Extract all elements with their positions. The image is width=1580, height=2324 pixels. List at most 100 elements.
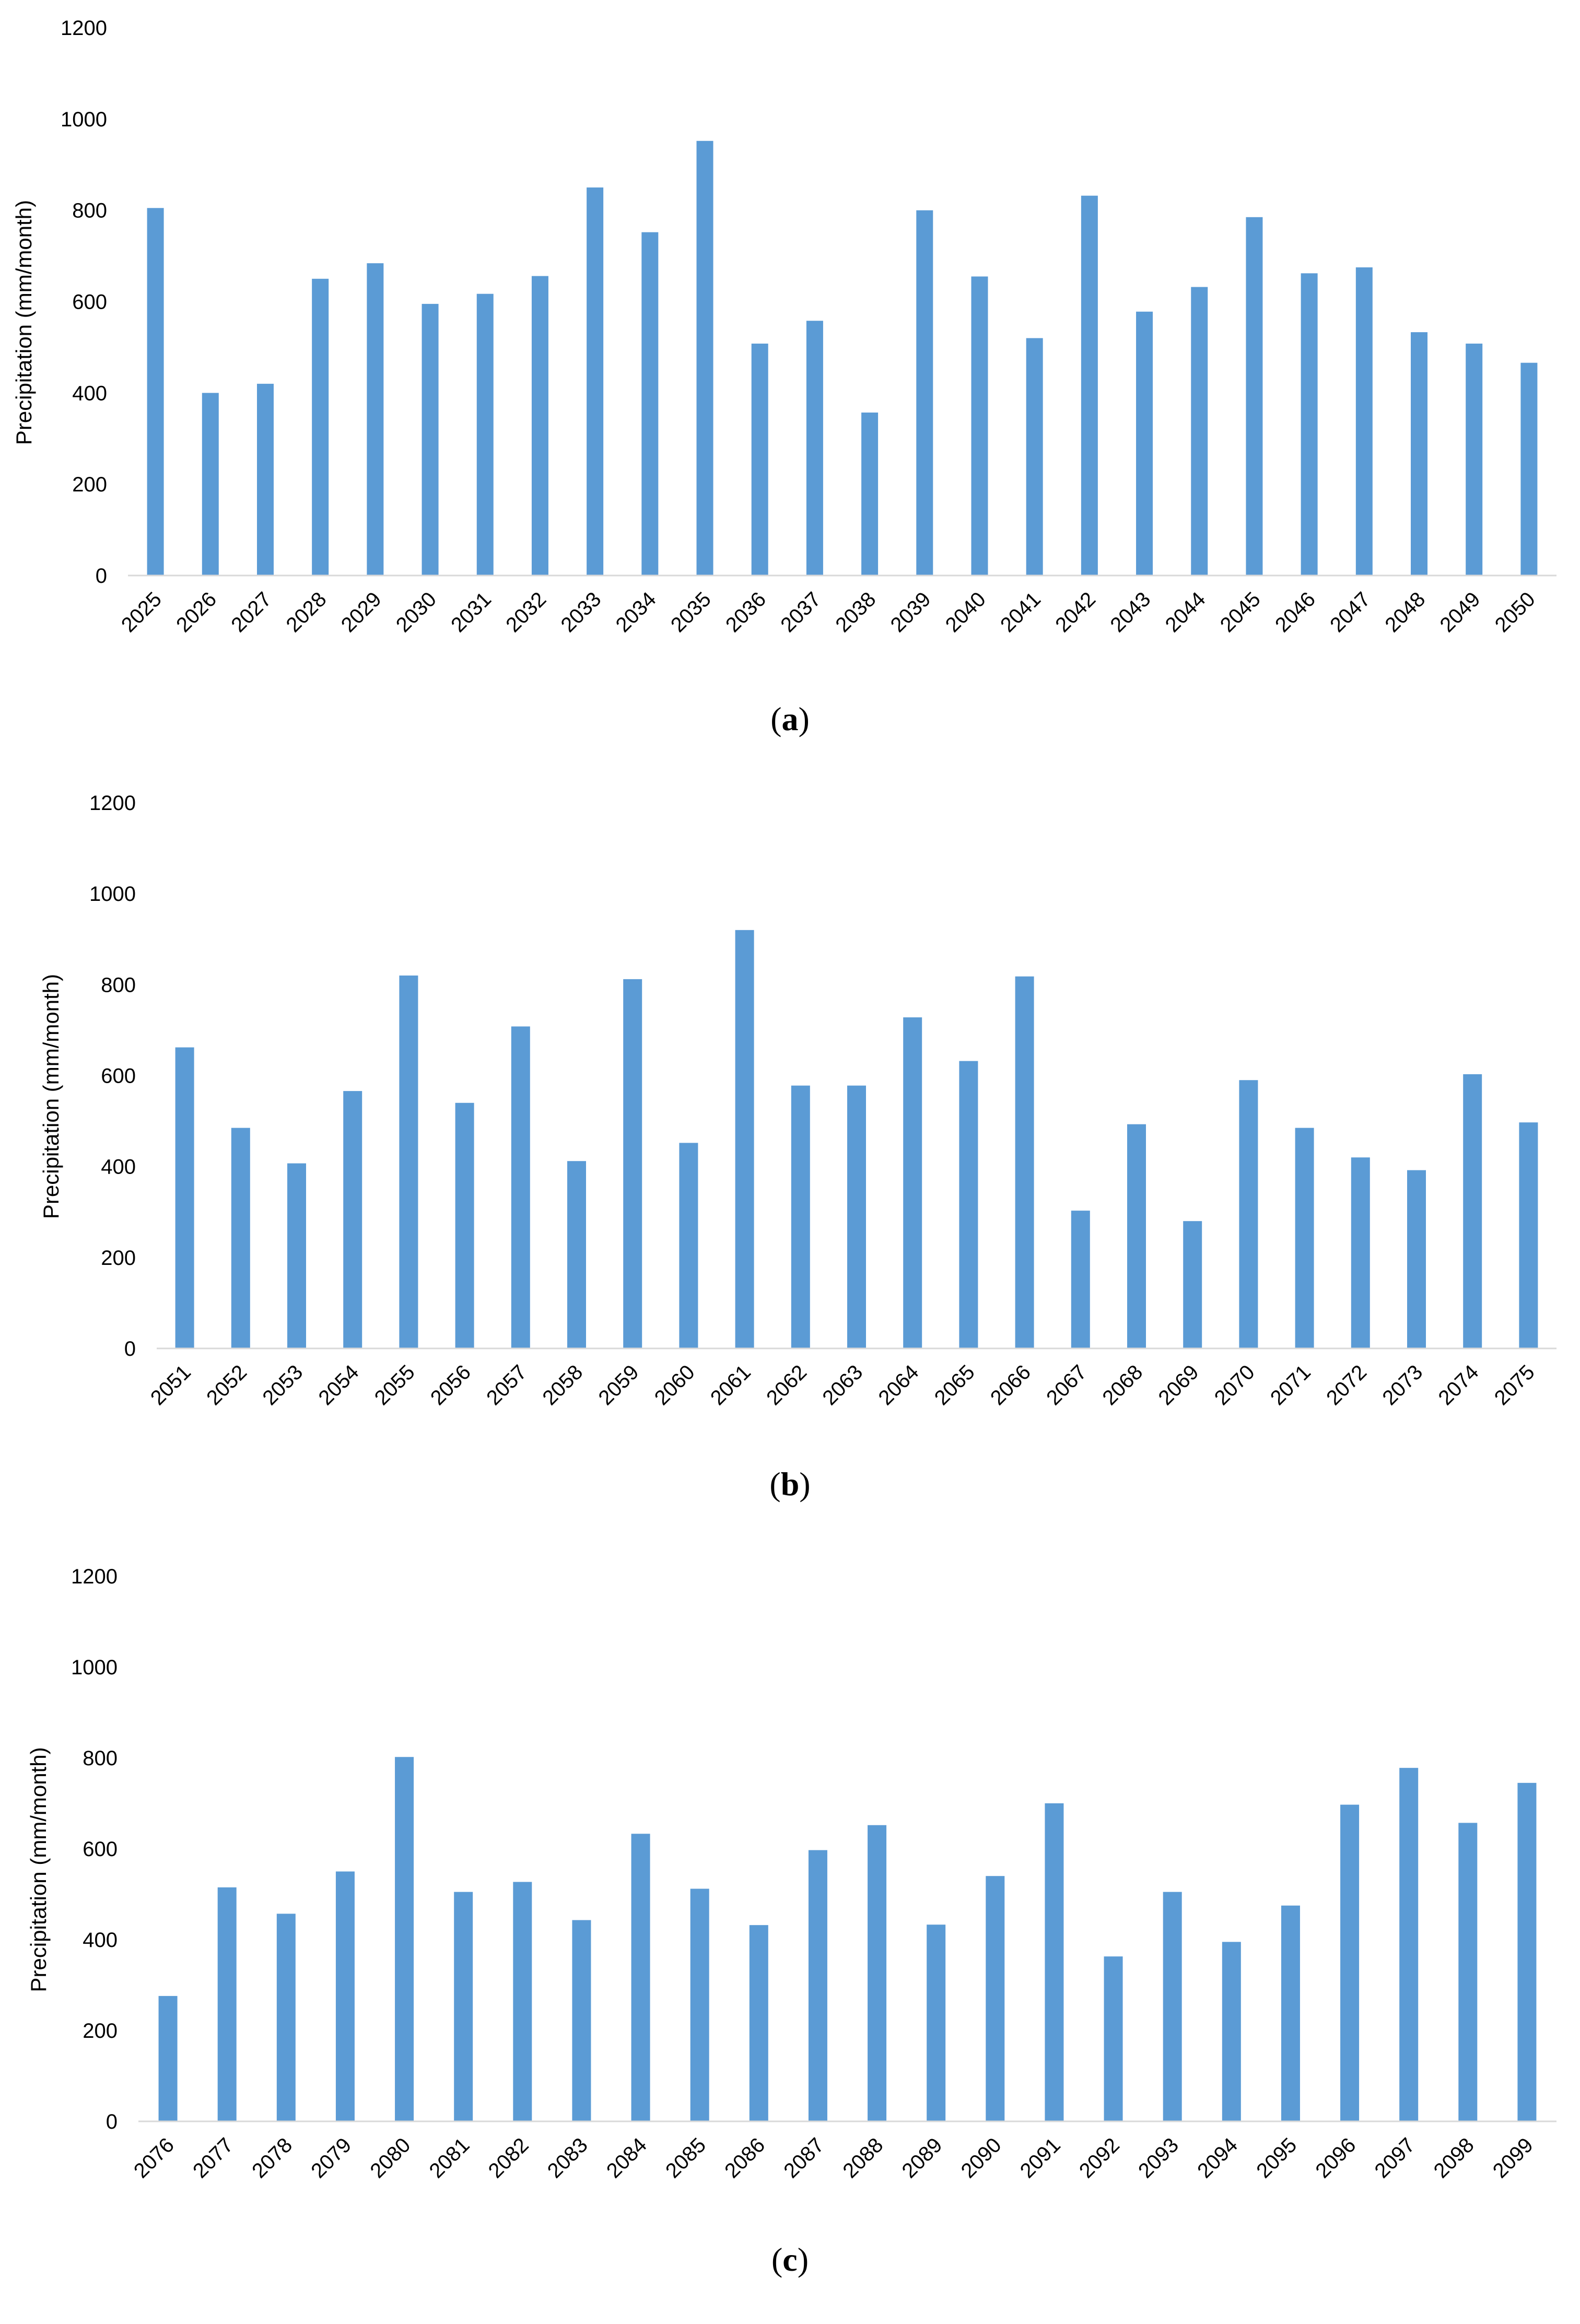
x-tick-label: 2073 [1378, 1360, 1427, 1410]
y-tick-label: 200 [72, 473, 107, 496]
bar-2049 [1466, 343, 1483, 576]
x-tick-label: 2069 [1154, 1360, 1203, 1410]
y-tick-label: 1200 [71, 1565, 118, 1588]
bar-2058 [567, 1161, 586, 1348]
bar-2076 [158, 1996, 178, 2121]
bar-2056 [455, 1102, 474, 1348]
bar-2079 [335, 1871, 355, 2121]
x-tick-label: 2059 [594, 1360, 643, 1410]
x-tick-label: 2038 [831, 588, 880, 637]
bar-2045 [1246, 217, 1263, 576]
x-tick-label: 2027 [227, 588, 276, 637]
bar-2064 [903, 1017, 922, 1348]
bar-2091 [1045, 1803, 1064, 2121]
y-tick-label: 600 [101, 1065, 136, 1088]
x-tick-label: 2068 [1098, 1360, 1147, 1410]
bar-2086 [749, 1925, 768, 2121]
bar-2099 [1517, 1782, 1537, 2121]
x-tick-label: 2032 [501, 588, 551, 637]
x-tick-label: 2090 [957, 2133, 1006, 2182]
bar-2059 [623, 979, 642, 1348]
bar-2036 [751, 343, 768, 576]
bar-2052 [231, 1128, 250, 1348]
x-tick-label: 2028 [282, 588, 331, 637]
x-tick-label: 2080 [366, 2133, 415, 2182]
bar-2050 [1520, 362, 1538, 576]
x-tick-label: 2056 [426, 1360, 475, 1410]
bar-2089 [927, 1924, 946, 2121]
bar-2067 [1071, 1211, 1090, 1348]
x-tick-label: 2031 [447, 588, 496, 637]
x-tick-label: 2046 [1271, 588, 1320, 637]
x-tick-label: 2052 [202, 1360, 251, 1410]
x-tick-label: 2066 [986, 1360, 1035, 1410]
x-tick-label: 2071 [1266, 1360, 1315, 1410]
y-tick-label: 200 [83, 2020, 118, 2043]
bar-2029 [367, 263, 384, 576]
x-tick-label: 2088 [838, 2133, 887, 2182]
bar-2081 [454, 1892, 473, 2121]
x-tick-label: 2091 [1016, 2133, 1065, 2182]
bar-2037 [806, 321, 823, 576]
bar-2075 [1519, 1122, 1538, 1348]
bar-2068 [1127, 1124, 1146, 1348]
x-tick-label: 2070 [1210, 1360, 1259, 1410]
y-tick-label: 800 [72, 199, 107, 222]
bar-2096 [1340, 1804, 1360, 2121]
bar-2054 [343, 1091, 362, 1348]
bar-2041 [1026, 338, 1043, 576]
bar-chart-b: 0 200 400 600 800 1000 1200 Precipitation (mm/m… [39, 792, 1556, 1410]
bar-2077 [217, 1887, 237, 2121]
bar-2066 [1015, 976, 1034, 1348]
bar-2046 [1301, 273, 1318, 576]
y-tick-label: 400 [101, 1156, 136, 1179]
x-tick-label: 2055 [370, 1360, 419, 1410]
bar-2057 [511, 1026, 530, 1348]
bar-2047 [1355, 267, 1373, 576]
bar-2063 [847, 1085, 866, 1348]
bar-2088 [868, 1825, 887, 2121]
x-tick-label: 2093 [1134, 2133, 1183, 2182]
y-tick-label: 1000 [71, 1656, 118, 1679]
bar-2035 [696, 140, 713, 576]
x-tick-label: 2074 [1434, 1360, 1483, 1410]
bar-2085 [690, 1888, 709, 2121]
x-tick-label: 2083 [543, 2133, 592, 2182]
x-tick-label: 2079 [307, 2133, 356, 2182]
x-tick-label: 2064 [874, 1360, 923, 1410]
bar-2030 [422, 303, 439, 576]
y-tick-label: 400 [83, 1929, 118, 1952]
bar-2044 [1191, 287, 1208, 576]
bar-2087 [808, 1850, 827, 2121]
x-tick-label: 2098 [1430, 2133, 1479, 2182]
x-tick-label: 2097 [1371, 2133, 1420, 2182]
x-tick-label: 2057 [482, 1360, 531, 1410]
x-tick-label: 2054 [314, 1360, 364, 1410]
bar-2082 [513, 1882, 532, 2121]
y-tick-label: 1200 [89, 792, 136, 815]
bar-2025 [147, 208, 164, 576]
bar-2061 [735, 930, 754, 1348]
bar-2097 [1399, 1768, 1419, 2121]
bar-2078 [276, 1914, 296, 2121]
caption-b: (b) [769, 1465, 811, 1503]
bar-2080 [395, 1757, 414, 2121]
x-tick-label: 2025 [117, 588, 166, 637]
x-tick-label: 2081 [425, 2133, 474, 2182]
x-tick-label: 2044 [1161, 588, 1210, 637]
x-tick-label: 2051 [146, 1360, 195, 1410]
x-tick-label: 2026 [172, 588, 221, 637]
x-tick-label: 2085 [661, 2133, 710, 2182]
x-tick-label: 2029 [337, 588, 386, 637]
x-tick-label: 2049 [1436, 588, 1485, 637]
x-tick-label: 2030 [392, 588, 441, 637]
bar-2083 [572, 1920, 591, 2121]
x-tick-label: 2042 [1051, 588, 1100, 637]
y-tick-label: 600 [83, 1838, 118, 1861]
x-tick-label: 2034 [612, 588, 661, 637]
bar-2074 [1463, 1074, 1482, 1348]
x-tick-label: 2096 [1311, 2133, 1360, 2182]
x-tick-label: 2061 [706, 1360, 755, 1410]
y-tick-label: 1200 [61, 17, 107, 40]
bar-2026 [202, 393, 219, 576]
